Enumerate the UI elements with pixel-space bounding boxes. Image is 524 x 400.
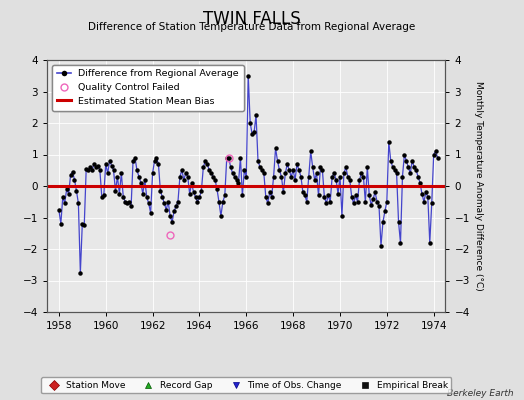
Text: TWIN FALLS: TWIN FALLS [203, 10, 300, 28]
Legend: Difference from Regional Average, Quality Control Failed, Estimated Station Mean: Difference from Regional Average, Qualit… [52, 65, 244, 111]
Text: Difference of Station Temperature Data from Regional Average: Difference of Station Temperature Data f… [88, 22, 415, 32]
Text: Berkeley Earth: Berkeley Earth [447, 389, 514, 398]
Legend: Station Move, Record Gap, Time of Obs. Change, Empirical Break: Station Move, Record Gap, Time of Obs. C… [41, 377, 451, 394]
Y-axis label: Monthly Temperature Anomaly Difference (°C): Monthly Temperature Anomaly Difference (… [474, 81, 483, 291]
